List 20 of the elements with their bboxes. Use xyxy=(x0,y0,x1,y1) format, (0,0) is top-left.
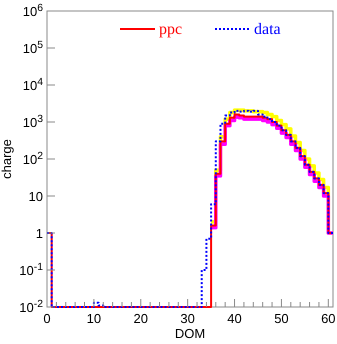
y-axis-title: charge xyxy=(0,139,14,179)
x-tick-label: 0 xyxy=(43,311,51,326)
y-tick-label: 10$^{4}$ xyxy=(22,76,44,93)
x-tick-label: 40 xyxy=(227,311,242,326)
y-tick-label: 10$^{-1}$ xyxy=(19,262,44,278)
legend-label: data xyxy=(254,21,281,38)
y-tick-label: 1 xyxy=(36,226,43,241)
legend-label: ppc xyxy=(159,21,182,38)
x-tick-label: 30 xyxy=(180,311,195,326)
y-tick-label: 10$^{5}$ xyxy=(22,40,44,56)
y-tick-label: 10$^{2}$ xyxy=(22,150,44,167)
y-tick-label: 10 xyxy=(28,189,43,204)
x-tick-label: 50 xyxy=(274,311,289,326)
x-tick-label: 60 xyxy=(321,311,336,326)
y-tick-label: 10$^{-2}$ xyxy=(19,298,44,315)
x-tick-label: 20 xyxy=(134,311,148,326)
x-axis-title: DOM xyxy=(174,326,206,341)
x-tick-label: 10 xyxy=(86,311,102,326)
y-tick-label: 10$^{6}$ xyxy=(22,2,44,19)
y-tick-label: 10$^{3}$ xyxy=(22,114,44,130)
